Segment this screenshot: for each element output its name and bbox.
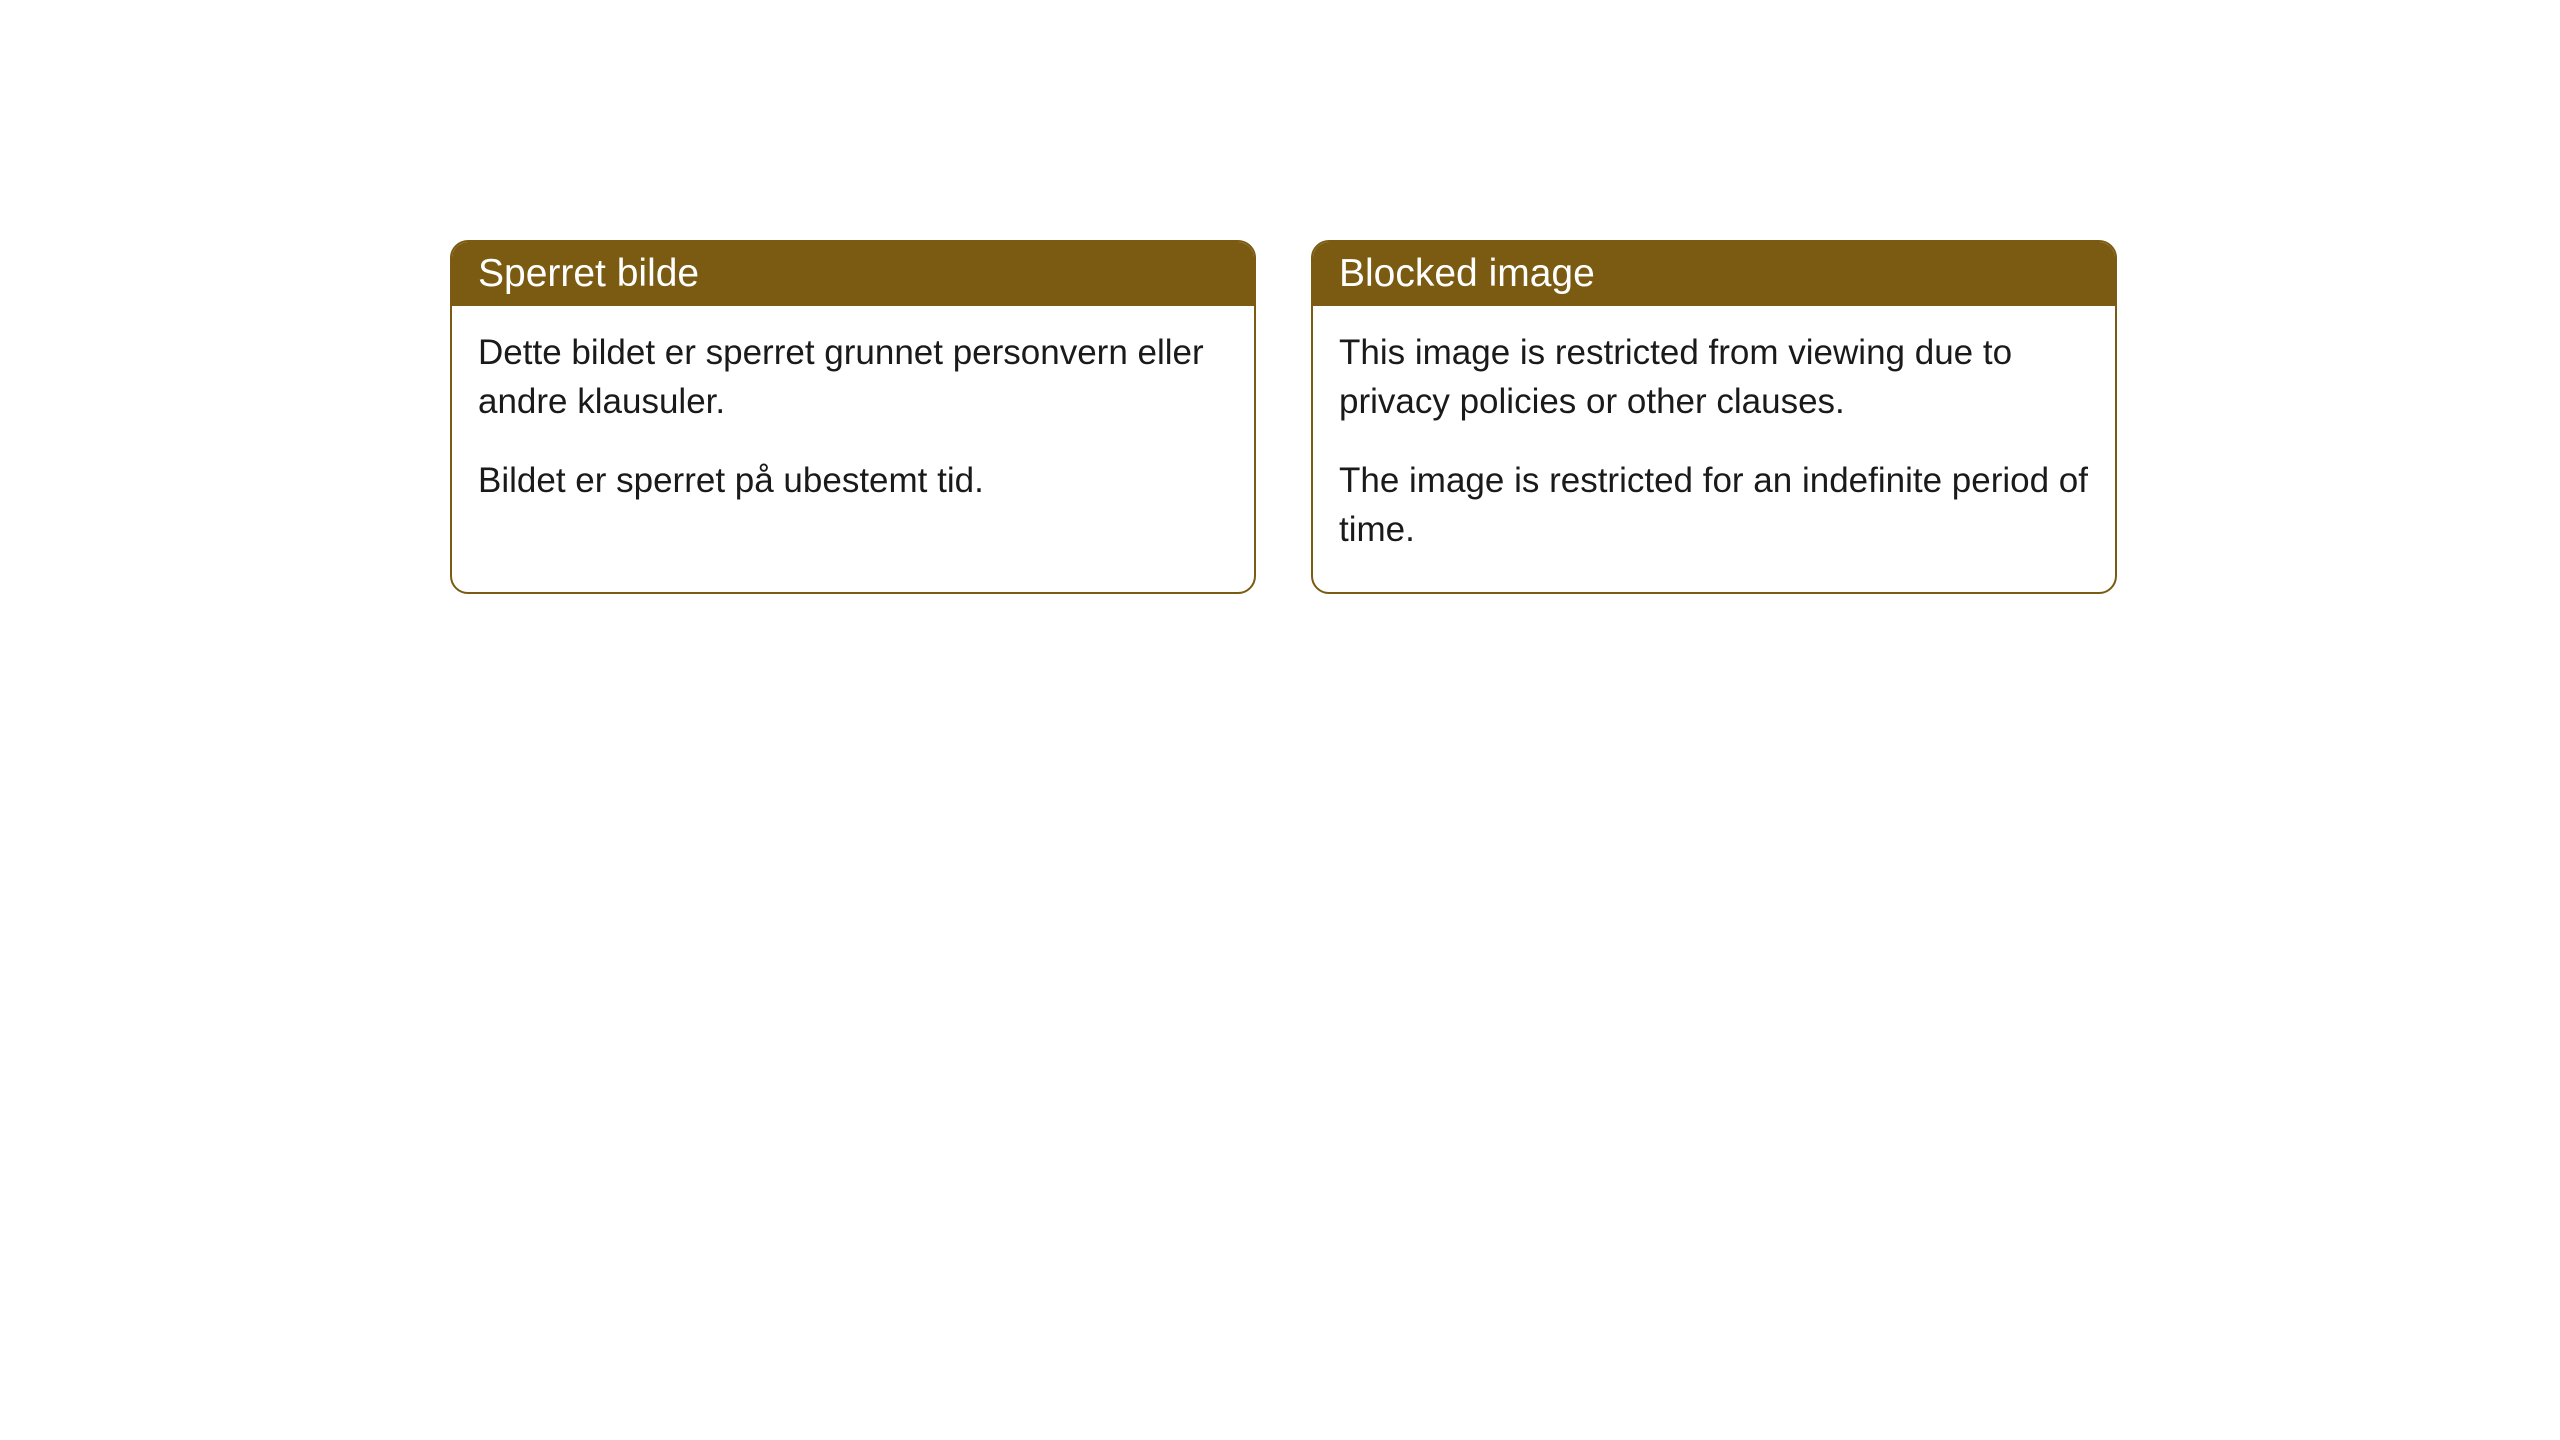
- card-header-en: Blocked image: [1313, 242, 2115, 306]
- card-paragraph-2-no: Bildet er sperret på ubestemt tid.: [478, 456, 1228, 505]
- card-body-en: This image is restricted from viewing du…: [1313, 306, 2115, 592]
- card-header-no: Sperret bilde: [452, 242, 1254, 306]
- card-title-no: Sperret bilde: [478, 252, 699, 295]
- blocked-image-card-en: Blocked image This image is restricted f…: [1311, 240, 2117, 594]
- card-paragraph-1-no: Dette bildet er sperret grunnet personve…: [478, 328, 1228, 426]
- blocked-image-card-no: Sperret bilde Dette bildet er sperret gr…: [450, 240, 1256, 594]
- card-paragraph-2-en: The image is restricted for an indefinit…: [1339, 456, 2089, 554]
- card-body-no: Dette bildet er sperret grunnet personve…: [452, 306, 1254, 543]
- card-paragraph-1-en: This image is restricted from viewing du…: [1339, 328, 2089, 426]
- card-title-en: Blocked image: [1339, 252, 1595, 295]
- notice-cards-container: Sperret bilde Dette bildet er sperret gr…: [0, 0, 2560, 594]
